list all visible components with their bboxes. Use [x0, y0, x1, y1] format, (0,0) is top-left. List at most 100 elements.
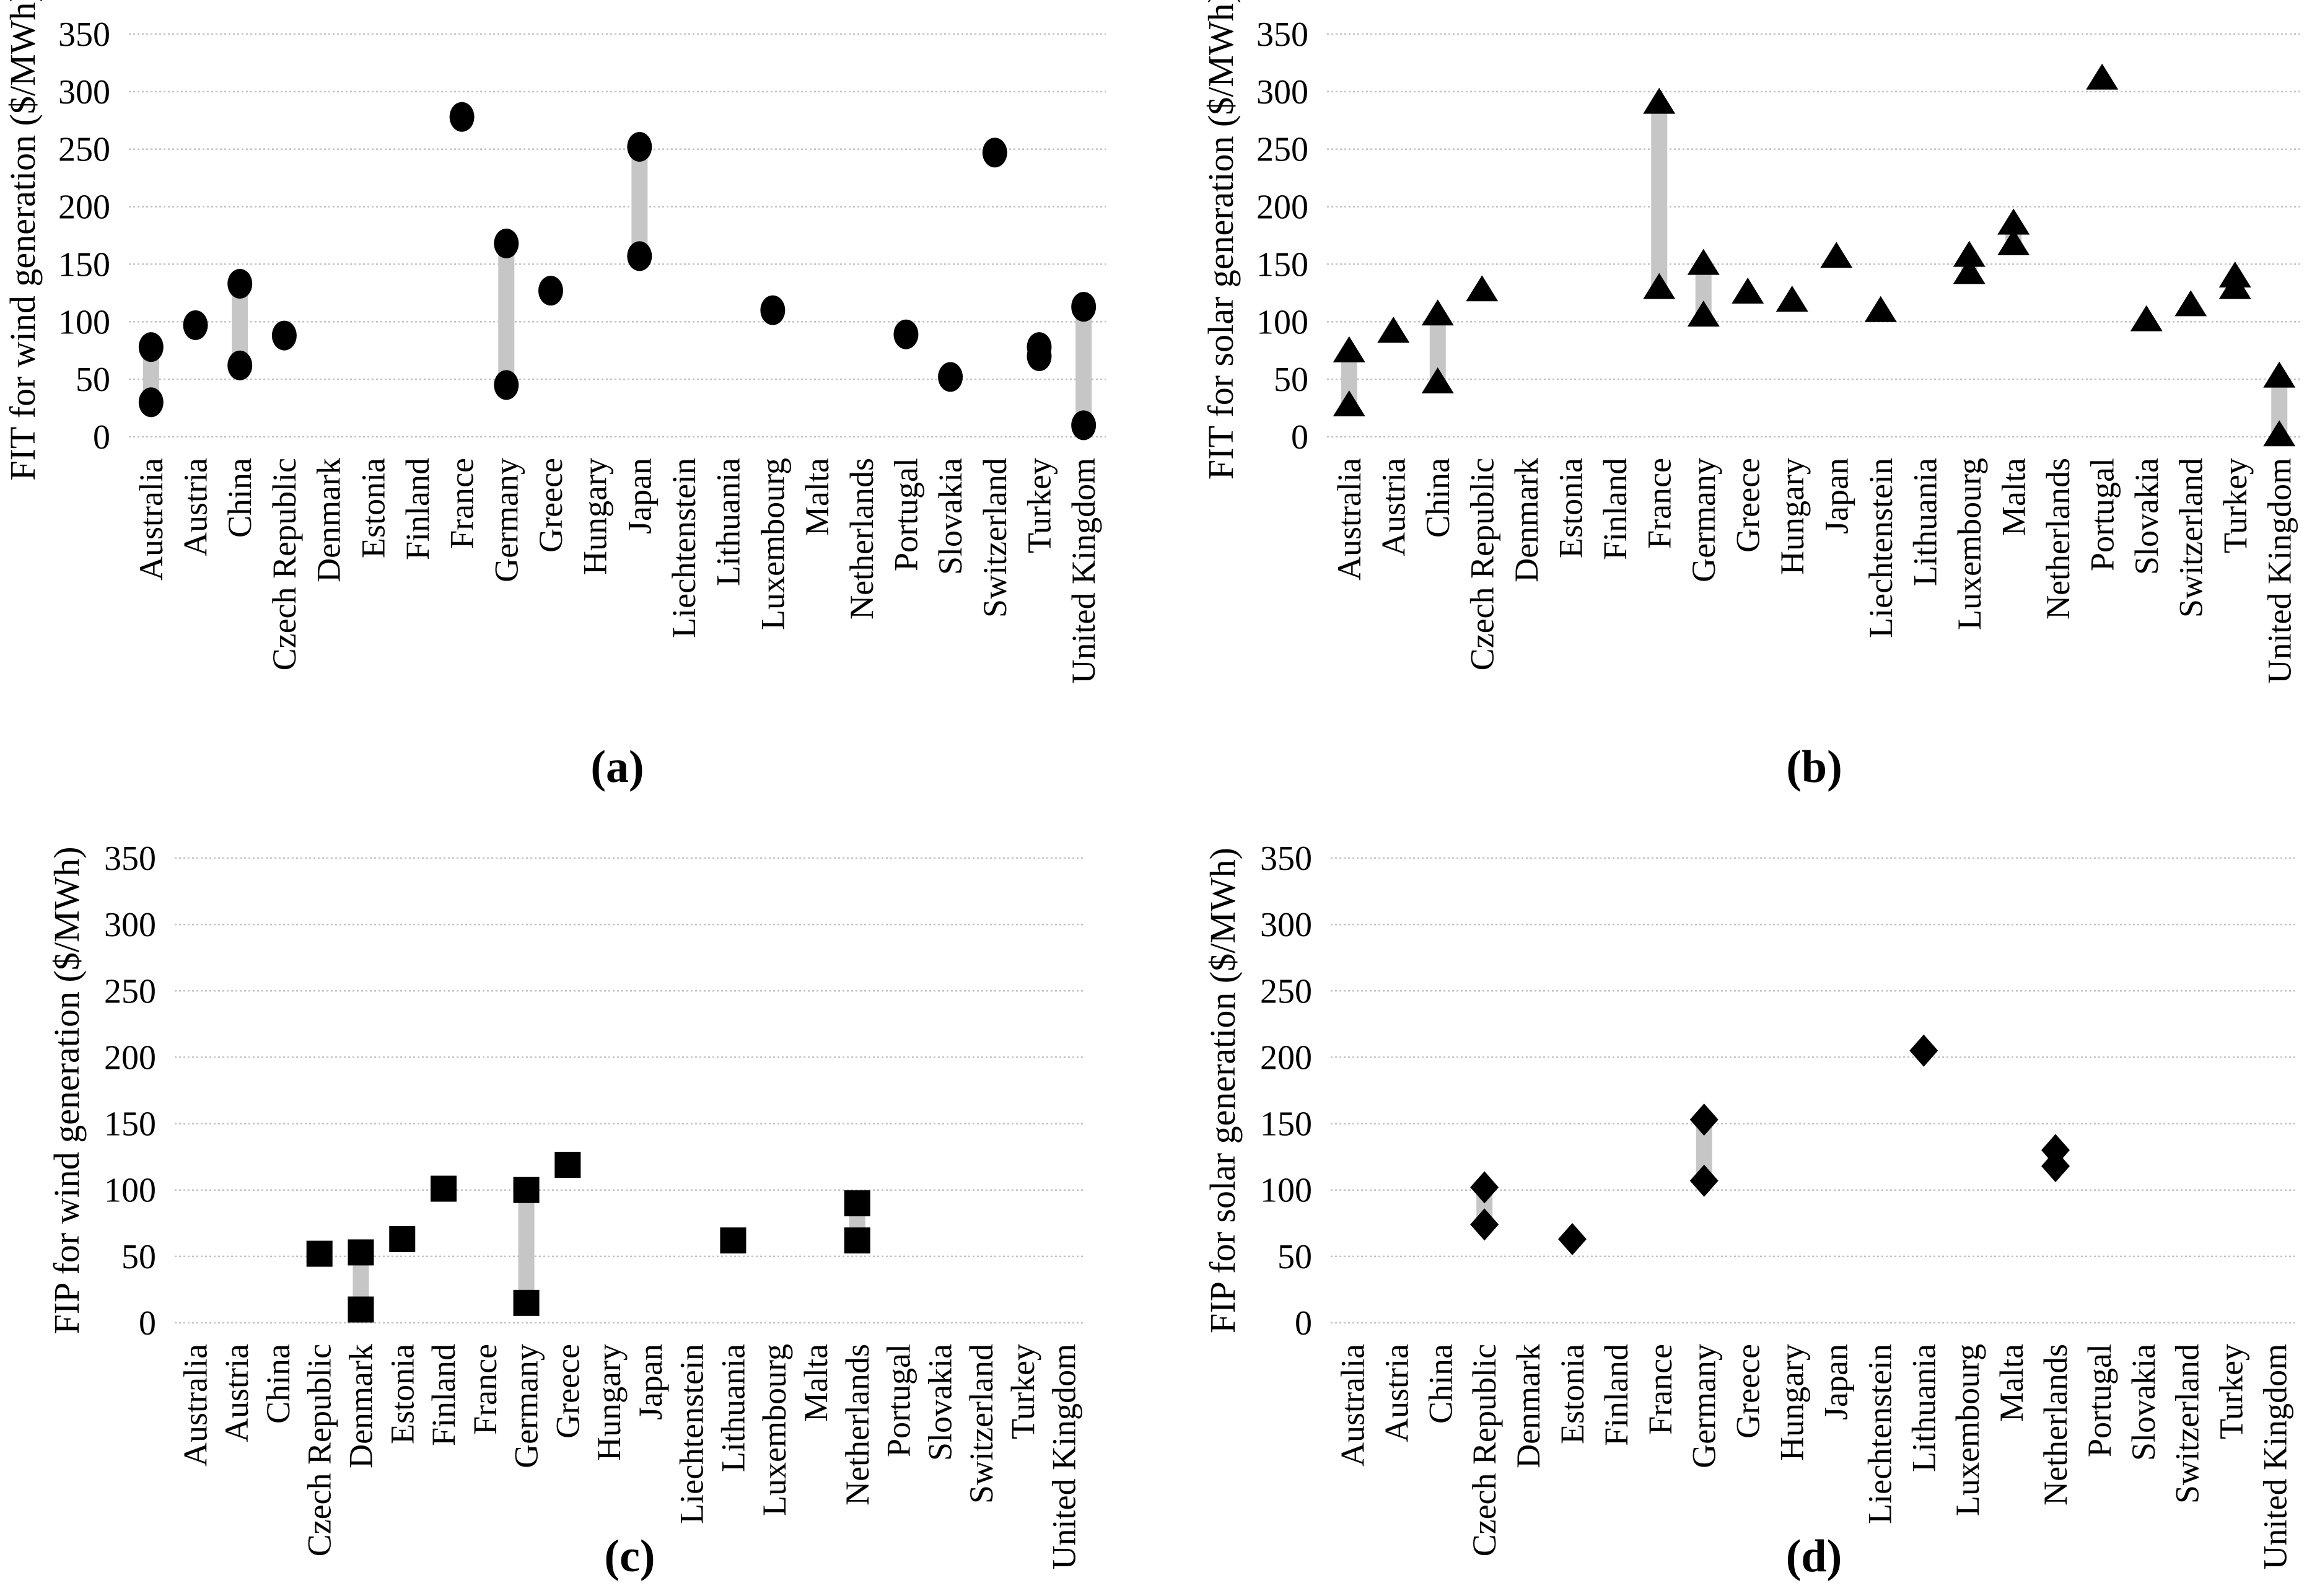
y-tick-label: 350: [1256, 15, 1308, 54]
triangle-marker: [1421, 299, 1454, 326]
x-tick-label: Malta: [797, 1344, 834, 1422]
x-tick-label: Portugal: [887, 458, 924, 571]
x-tick-label: Greece: [1729, 458, 1766, 553]
x-tick-label: Liechtenstein: [665, 458, 703, 638]
x-tick-label: Hungary: [590, 1344, 628, 1461]
y-tick-label: 350: [104, 840, 156, 878]
y-tick-label: 300: [104, 906, 156, 944]
circle-marker: [627, 241, 652, 271]
panel-caption: (c): [604, 1531, 655, 1582]
x-tick-label: Estonia: [1554, 1344, 1591, 1444]
x-tick-label: Portugal: [880, 1344, 917, 1457]
circle-marker: [494, 370, 519, 400]
circle-marker: [893, 319, 919, 349]
x-tick-label: France: [1642, 1344, 1679, 1435]
y-tick-label: 50: [121, 1238, 156, 1276]
x-tick-label: Austria: [218, 1344, 255, 1442]
circle-marker: [760, 295, 786, 325]
x-tick-label: France: [1640, 458, 1678, 549]
circle-marker: [183, 310, 208, 340]
x-tick-label: Germany: [1686, 1344, 1723, 1468]
range-bar: [1075, 307, 1092, 426]
triangle-marker: [2218, 261, 2251, 287]
x-tick-label: Portugal: [2083, 458, 2121, 571]
x-tick-label: Australia: [1331, 458, 1368, 581]
y-tick-label: 350: [58, 15, 110, 54]
x-tick-label: Czech Republic: [301, 1344, 338, 1556]
circle-marker: [538, 276, 563, 306]
y-tick-label: 150: [58, 245, 110, 284]
triangle-marker: [1687, 300, 1720, 327]
square-marker: [348, 1296, 374, 1323]
x-tick-label: Japan: [632, 1344, 669, 1420]
x-tick-label: France: [444, 458, 481, 549]
diamond-marker: [1689, 1103, 1719, 1136]
x-tick-label: Lithuania: [1905, 1344, 1942, 1472]
chart-svg: 350 300 250 200 150 100 50 0 FIT for solar gener…: [1201, 0, 2301, 792]
diamond-marker: [1909, 1034, 1938, 1067]
diamond-marker: [1558, 1223, 1587, 1255]
x-tick-label: China: [1419, 458, 1456, 538]
x-tick-label: Luxembourg: [756, 1344, 793, 1516]
x-tick-label: China: [221, 458, 258, 538]
square-marker: [306, 1240, 333, 1267]
y-tick-label: 250: [104, 972, 156, 1011]
x-tick-label: Denmark: [310, 458, 348, 582]
chart-svg: 350 300 250 200 150 100 50 0 FIT for wind genera…: [2, 0, 1106, 792]
triangle-marker: [1776, 286, 1808, 312]
y-tick-label: 350: [1260, 840, 1312, 878]
y-tick-label: 50: [1274, 361, 1308, 399]
square-marker: [720, 1227, 747, 1254]
circle-marker: [627, 132, 652, 162]
square-marker: [389, 1226, 416, 1252]
x-tick-label: Malta: [799, 458, 836, 536]
x-tick-label: China: [260, 1344, 297, 1424]
x-tick-label: Czech Republic: [1466, 1344, 1503, 1556]
circle-marker: [1071, 410, 1097, 441]
x-tick-label: Liechtenstein: [1862, 458, 1899, 638]
x-tick-label: Slovakia: [2128, 458, 2165, 575]
x-tick-label: Luxembourg: [754, 458, 791, 630]
square-marker: [554, 1152, 581, 1178]
y-tick-label: 300: [58, 73, 110, 112]
x-tick-label: China: [1422, 1344, 1459, 1424]
x-tick-label: Finland: [1598, 1344, 1635, 1446]
x-tick-label: Luxembourg: [1951, 458, 1988, 630]
x-tick-label: Denmark: [1508, 458, 1545, 582]
x-tick-label: Netherlands: [839, 1344, 876, 1506]
panel-caption: (a): [590, 742, 644, 792]
x-tick-label: Greece: [532, 458, 569, 553]
y-tick-label: 100: [1256, 303, 1308, 341]
x-tick-label: France: [466, 1344, 504, 1435]
panel-fip-solar: 350 300 250 200 150 100 50 0 FIP for solar gener…: [1156, 798, 2312, 1596]
x-tick-label: Japan: [1817, 1344, 1854, 1420]
circle-marker: [227, 269, 253, 299]
y-tick-label: 300: [1260, 906, 1312, 944]
x-tick-label: Turkey: [2213, 1344, 2250, 1439]
x-tick-label: Slovakia: [2125, 1344, 2162, 1461]
circle-marker: [938, 362, 963, 392]
circle-marker: [227, 350, 253, 380]
x-tick-label: Malta: [1995, 458, 2032, 536]
triangle-marker: [1377, 317, 1410, 343]
diamond-marker: [1470, 1171, 1499, 1204]
square-marker: [431, 1175, 457, 1202]
diamond-marker: [1470, 1208, 1499, 1241]
x-tick-label: United Kingdom: [2257, 1344, 2294, 1569]
x-tick-label: Australia: [1334, 1344, 1371, 1467]
y-tick-label: 200: [1256, 188, 1308, 227]
x-tick-label: Slovakia: [932, 458, 969, 575]
x-tick-label: Lithuania: [714, 1344, 751, 1472]
range-bar: [518, 1190, 535, 1303]
x-tick-label: Turkey: [1020, 458, 1057, 553]
x-tick-label: Finland: [425, 1344, 462, 1446]
x-tick-label: Greece: [1730, 1344, 1767, 1439]
triangle-marker: [2086, 63, 2119, 90]
x-tick-label: Slovakia: [921, 1344, 958, 1461]
x-tick-label: Netherlands: [2037, 1344, 2074, 1506]
x-tick-label: Liechtenstein: [673, 1344, 711, 1524]
square-marker: [844, 1190, 870, 1217]
y-axis-title: FIP for wind generation ($/MWh): [46, 846, 87, 1334]
x-tick-label: Portugal: [2081, 1344, 2118, 1457]
